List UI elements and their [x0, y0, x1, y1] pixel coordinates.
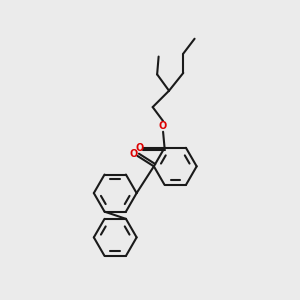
Text: O: O [159, 122, 167, 131]
Text: O: O [130, 149, 138, 160]
Text: O: O [135, 143, 143, 153]
